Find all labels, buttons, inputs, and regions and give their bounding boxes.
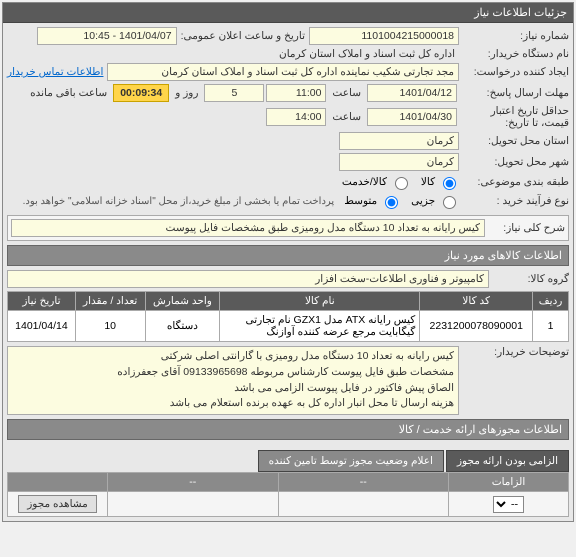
need-title-row: شرح کلی نیاز: کیس رایانه به تعداد 10 دست… — [7, 215, 569, 241]
auth-th-3: -- — [108, 473, 279, 492]
cell-idx: 1 — [533, 311, 569, 342]
contact-link[interactable]: اطلاعات تماس خریدار — [7, 66, 107, 78]
desc-line: الصاق پیش فاکتور در فایل پیوست الزامی می… — [12, 381, 454, 397]
cell-date: 1401/04/14 — [8, 311, 76, 342]
auth-cell-1: -- — [449, 492, 569, 517]
auth-tabs: الزامی بودن ارائه مجوز اعلام وضعیت مجوز … — [7, 450, 569, 472]
need-no-value: 1101004215000018 — [309, 27, 459, 45]
need-details-panel: جزئیات اطلاعات نیاز شماره نیاز: 11010042… — [2, 2, 574, 522]
buyer-desc-label: توضیحات خریدار: — [459, 346, 569, 358]
view-license-button[interactable]: مشاهده مجوز — [18, 495, 97, 513]
th-name: نام کالا — [220, 292, 420, 311]
validity-date: 1401/04/30 — [367, 108, 457, 126]
auth-header-row: الزامات -- -- — [8, 473, 569, 492]
group-value: کامپیوتر و فناوری اطلاعات-سخت افزار — [7, 270, 489, 288]
remain-label: ساعت باقی مانده — [26, 87, 111, 99]
auth-cell-4: مشاهده مجوز — [8, 492, 108, 517]
pt-medium-option[interactable]: متوسط — [344, 193, 401, 209]
buyer-desc-row: توضیحات خریدار: کیس رایانه به تعداد 10 د… — [7, 346, 569, 415]
desc-line: مشخصات طبق فایل پیوست کارشناس مربوطه 091… — [12, 365, 454, 381]
auth-th-4 — [8, 473, 108, 492]
cat-service-radio[interactable] — [395, 177, 408, 190]
pt-partial-option[interactable]: جزیی — [411, 193, 459, 209]
auth-table: الزامات -- -- -- مشاهده مجوز — [7, 472, 569, 517]
cat-goods-radio[interactable] — [443, 177, 456, 190]
city-value: کرمان — [339, 153, 459, 171]
auth-select[interactable]: -- — [493, 496, 524, 513]
validity-time: 14:00 — [266, 108, 326, 126]
day-label: روز و — [171, 87, 202, 99]
public-date-value: 1401/04/07 - 10:45 — [37, 27, 177, 45]
desc-line: هزینه ارسال تا محل انبار اداره کل به عهد… — [12, 396, 454, 412]
need-title-label: شرح کلی نیاز: — [485, 222, 565, 234]
tab-status[interactable]: اعلام وضعیت مجوز توسط تامین کننده — [258, 450, 444, 472]
auth-th-1: الزامات — [449, 473, 569, 492]
purchase-type-label: نوع فرآیند خرید : — [459, 195, 569, 207]
tab-required[interactable]: الزامی بودن ارائه مجوز — [446, 450, 569, 472]
days-left: 5 — [204, 84, 264, 102]
countdown: 00:09:34 — [113, 84, 169, 102]
auth-row: -- مشاهده مجوز — [8, 492, 569, 517]
cell-code: 2231200078090001 — [420, 311, 533, 342]
auth-cell-3 — [108, 492, 279, 517]
need-title-value: کیس رایانه به تعداد 10 دستگاه مدل رومیزی… — [11, 219, 485, 237]
need-no-label: شماره نیاز: — [459, 30, 569, 42]
buyer-value: اداره کل ثبت اسناد و املاک استان کرمان — [275, 48, 459, 60]
pt-partial-radio[interactable] — [443, 196, 456, 209]
items-header-row: ردیف کد کالا نام کالا واحد شمارش تعداد /… — [8, 292, 569, 311]
items-section-header: اطلاعات کالاهای مورد نیاز — [7, 245, 569, 266]
cell-name: کیس رایانه ATX مدل GZX1 نام تجارتی گیگاب… — [220, 311, 420, 342]
city-label: شهر محل تحویل: — [459, 156, 569, 168]
buyer-desc-value: کیس رایانه به تعداد 10 دستگاه مدل رومیزی… — [7, 346, 459, 415]
th-unit: واحد شمارش — [145, 292, 220, 311]
cat-goods-option[interactable]: کالا — [421, 174, 459, 190]
pt-medium-radio[interactable] — [385, 196, 398, 209]
auth-cell-2 — [278, 492, 449, 517]
cell-unit: دستگاه — [145, 311, 220, 342]
auth-th-2: -- — [278, 473, 449, 492]
deadline-date: 1401/04/12 — [367, 84, 457, 102]
group-label: گروه کالا: — [489, 273, 569, 285]
th-qty: تعداد / مقدار — [75, 292, 145, 311]
buyer-label: نام دستگاه خریدار: — [459, 48, 569, 60]
validity-label: حداقل تاریخ اعتبار قیمت، تا تاریخ: — [459, 105, 569, 129]
deadline-label: مهلت ارسال پاسخ: — [459, 87, 569, 99]
cat-service-option[interactable]: کالا/خدمت — [342, 174, 411, 190]
time-label-1: ساعت — [328, 87, 365, 99]
province-label: استان محل تحویل: — [459, 135, 569, 147]
requester-label: ایجاد کننده درخواست: — [459, 66, 569, 78]
requester-value: مجد تجارتی شکیب نماینده اداره کل ثبت اسن… — [107, 63, 459, 81]
public-date-label: تاریخ و ساعت اعلان عمومی: — [177, 30, 309, 42]
province-value: کرمان — [339, 132, 459, 150]
panel-title: جزئیات اطلاعات نیاز — [3, 3, 573, 23]
desc-line: کیس رایانه به تعداد 10 دستگاه مدل رومیزی… — [12, 349, 454, 365]
deadline-time: 11:00 — [266, 84, 326, 102]
th-code: کد کالا — [420, 292, 533, 311]
auth-section-header: اطلاعات مجوزهای ارائه خدمت / کالا — [7, 419, 569, 440]
th-date: تاریخ نیاز — [8, 292, 76, 311]
th-idx: ردیف — [533, 292, 569, 311]
form-body: شماره نیاز: 1101004215000018 تاریخ و ساع… — [3, 23, 573, 521]
purchase-note: پرداخت تمام یا بخشی از مبلغ خرید،از محل … — [7, 196, 334, 207]
table-row: 1 2231200078090001 کیس رایانه ATX مدل GZ… — [8, 311, 569, 342]
time-label-2: ساعت — [328, 111, 365, 123]
category-label: طبقه بندی موضوعی: — [459, 176, 569, 188]
items-table: ردیف کد کالا نام کالا واحد شمارش تعداد /… — [7, 291, 569, 342]
cell-qty: 10 — [75, 311, 145, 342]
